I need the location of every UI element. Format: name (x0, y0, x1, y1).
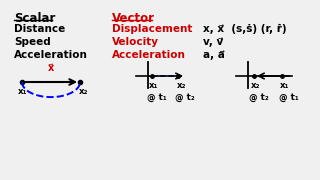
Text: Displacement: Displacement (112, 24, 192, 34)
Text: Speed: Speed (14, 37, 51, 47)
Text: v, v⃗: v, v⃗ (203, 37, 223, 47)
Text: @ t₁: @ t₁ (279, 93, 299, 102)
Text: Acceleration: Acceleration (14, 50, 88, 60)
Text: Scalar: Scalar (14, 12, 55, 25)
Text: Distance: Distance (14, 24, 65, 34)
Text: @ t₂: @ t₂ (175, 93, 195, 102)
Text: x₂: x₂ (251, 81, 260, 90)
Text: x, x⃗  (s,ṡ) (r, ṙ̇): x, x⃗ (s,ṡ) (r, ṙ̇) (203, 24, 287, 34)
Text: x₁: x₁ (18, 87, 28, 96)
Text: x⃗: x⃗ (48, 63, 54, 73)
Text: x₁: x₁ (149, 81, 158, 90)
Text: @ t₁: @ t₁ (147, 93, 167, 102)
Text: x₁: x₁ (280, 81, 290, 90)
Text: Acceleration: Acceleration (112, 50, 186, 60)
Text: @ t₂: @ t₂ (249, 93, 269, 102)
Text: Vector: Vector (112, 12, 155, 25)
Text: x₂: x₂ (177, 81, 187, 90)
Text: Velocity: Velocity (112, 37, 159, 47)
Text: x₂: x₂ (79, 87, 89, 96)
Text: a, a⃗: a, a⃗ (203, 50, 225, 60)
